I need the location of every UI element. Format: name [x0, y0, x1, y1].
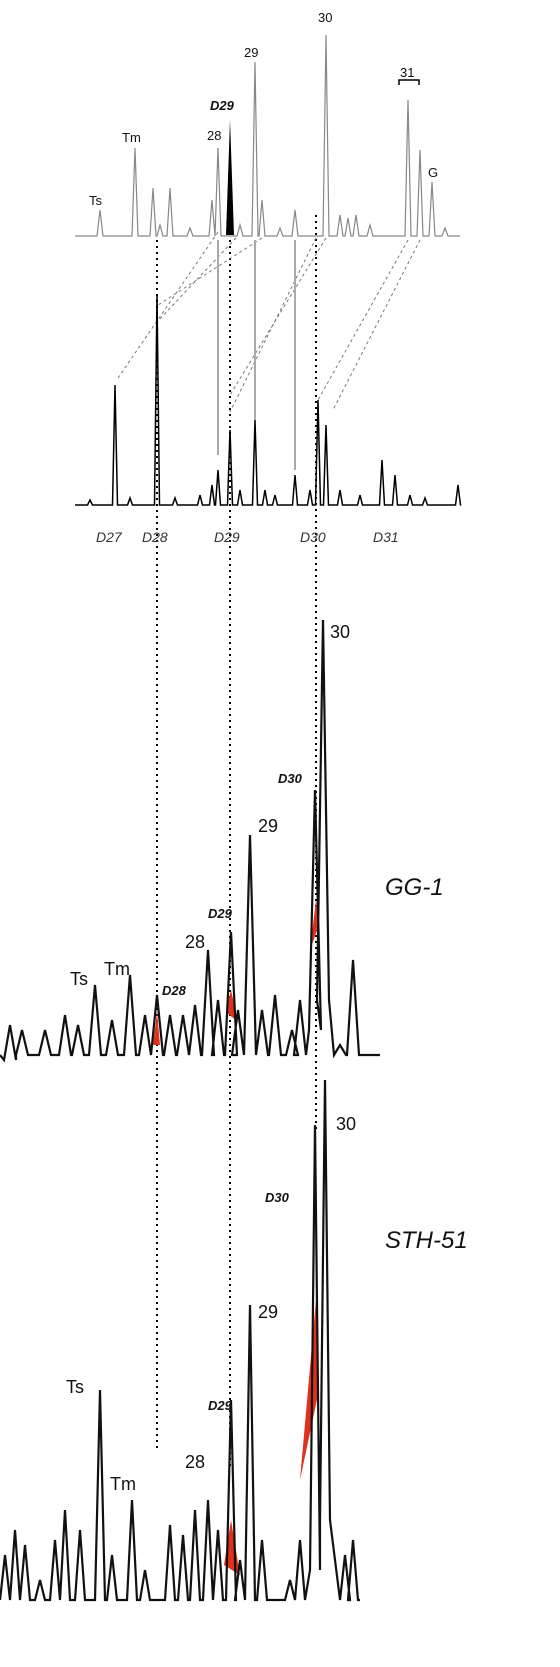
- label: 30: [330, 622, 350, 642]
- guides: [117, 215, 421, 1470]
- connectors: [117, 231, 421, 413]
- sample-name: STH-51: [385, 1227, 468, 1254]
- label: D28: [142, 529, 168, 545]
- label: 29: [258, 816, 278, 836]
- trace-sth51: [0, 1079, 360, 1602]
- label: D29: [208, 906, 233, 921]
- label: Tm: [104, 959, 130, 979]
- d29-peak: [226, 120, 234, 235]
- trace-middle: [75, 294, 462, 506]
- label: 30: [318, 10, 332, 25]
- label: D30: [300, 529, 326, 545]
- label: 28: [185, 932, 205, 952]
- label: 30: [336, 1114, 356, 1134]
- label: D29: [210, 98, 235, 113]
- trace-gg1: [0, 619, 380, 1063]
- label: Tm: [110, 1474, 136, 1494]
- middle-labels: D27 D28 D29 D30 D31: [96, 529, 399, 545]
- label: Ts: [70, 969, 88, 989]
- label: D29: [208, 1398, 233, 1413]
- top-labels: Ts Tm 28 D29 29 30 31 G: [89, 10, 438, 208]
- sample-name: GG-1: [385, 874, 444, 901]
- label: D30: [265, 1190, 290, 1205]
- label: D31: [373, 529, 399, 545]
- label: D28: [162, 983, 187, 998]
- grey-verticals: [217, 240, 296, 470]
- red-fills: [153, 900, 319, 1575]
- trace-top: [75, 34, 460, 237]
- label: G: [428, 165, 438, 180]
- label: Ts: [66, 1377, 84, 1397]
- bracket: [398, 79, 420, 85]
- label: D30: [278, 771, 303, 786]
- sth51-labels: STH-51 Ts Tm 28 D29 29 D30 30: [66, 1114, 468, 1494]
- gg1-labels: GG-1 Ts Tm D28 28 D29 29 D30 30: [70, 622, 444, 998]
- label: 28: [207, 128, 221, 143]
- label: 29: [258, 1302, 278, 1322]
- label: 31: [400, 65, 414, 80]
- label: 28: [185, 1452, 205, 1472]
- label: D27: [96, 529, 123, 545]
- label: 29: [244, 45, 258, 60]
- label: Tm: [122, 130, 141, 145]
- label: D29: [214, 529, 240, 545]
- label: Ts: [89, 193, 103, 208]
